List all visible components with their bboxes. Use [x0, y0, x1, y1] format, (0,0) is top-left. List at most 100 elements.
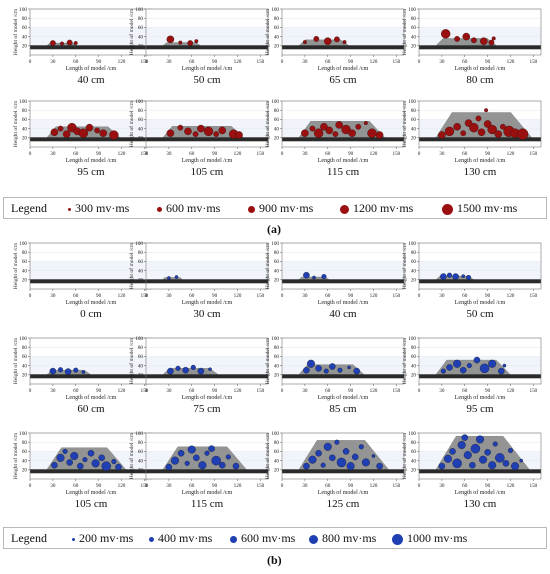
y-tick-label: 60 — [22, 25, 28, 31]
y-tick-label: 80 — [138, 16, 144, 22]
data-point — [49, 367, 57, 375]
y-tick-label: 100 — [135, 431, 143, 437]
data-point — [353, 367, 360, 375]
x-tick-label: 0 — [29, 59, 32, 65]
data-point — [62, 130, 71, 138]
x-tick-label: 120 — [118, 59, 126, 65]
data-point — [457, 440, 466, 449]
y-tick-label: 60 — [138, 117, 144, 123]
data-point — [325, 126, 334, 135]
chart-panel: 20 40 60 80 100 0 30 60 90 120 150 Length of model … — [128, 7, 269, 86]
y-tick-label: 20 — [138, 468, 144, 474]
data-point — [309, 125, 316, 132]
y-axis-label: Height of model /cm — [264, 8, 271, 55]
y-axis-label: Height of model /cm — [401, 8, 408, 55]
y-tick-label: 20 — [274, 278, 280, 284]
y-tick-label: 60 — [274, 117, 280, 123]
coal-seam — [282, 374, 404, 379]
chart-panel: 20 40 60 80 100 0 30 60 90 120 150 Length of model … — [264, 336, 405, 415]
data-point — [320, 122, 328, 131]
data-point — [323, 368, 329, 374]
x-tick-label: 60 — [325, 293, 331, 299]
data-point — [488, 461, 497, 470]
y-tick-label: 100 — [408, 431, 416, 437]
data-point — [462, 32, 471, 41]
y-axis-label: Height of model /cm — [12, 432, 19, 479]
data-point — [204, 450, 210, 456]
legend-item: 200 mv·ms — [72, 531, 133, 547]
data-point — [50, 40, 56, 46]
x-axis-label: Length of model /cm — [182, 157, 233, 164]
y-tick-label: 20 — [22, 278, 28, 284]
data-point — [375, 131, 384, 139]
data-point — [511, 462, 520, 471]
legend-marker — [230, 535, 237, 543]
data-point — [480, 37, 488, 45]
y-tick-label: 80 — [22, 345, 28, 351]
legend-item: 1500 mv·ms — [442, 201, 517, 217]
chart-panel: 20 40 60 80 100 0 30 60 90 120 150 Length of model … — [12, 241, 153, 320]
plot-frame — [281, 432, 405, 480]
x-axis-label: Length of model /cm — [182, 65, 233, 72]
x-tick-label: 30 — [302, 151, 308, 157]
y-tick-label: 20 — [274, 44, 280, 50]
legend-marker — [68, 207, 71, 211]
data-point — [443, 454, 452, 463]
panel-caption: 80 cm — [466, 74, 494, 86]
data-point — [453, 359, 462, 368]
y-tick-label: 100 — [408, 99, 416, 105]
x-tick-label: 0 — [281, 151, 284, 157]
data-point — [342, 40, 347, 45]
x-tick-label: 30 — [50, 59, 56, 65]
y-tick-label: 20 — [411, 44, 417, 50]
chart-panel: 20 40 60 80 100 0 30 60 90 120 150 Length of model … — [12, 431, 153, 510]
data-point — [77, 462, 84, 470]
x-axis-label: Length of model /cm — [455, 489, 506, 496]
data-point — [174, 275, 179, 279]
x-tick-label: 150 — [392, 293, 400, 299]
data-point — [111, 458, 117, 465]
x-tick-label: 120 — [507, 59, 515, 65]
data-point — [66, 459, 73, 466]
data-point — [208, 445, 215, 452]
x-tick-label: 150 — [140, 483, 148, 489]
x-tick-label: 30 — [302, 388, 308, 394]
data-point — [351, 453, 359, 461]
panel-caption: 40 cm — [329, 308, 357, 320]
legend-title: Legend — [11, 201, 47, 215]
x-tick-label: 120 — [370, 59, 378, 65]
y-tick-label: 20 — [138, 136, 144, 142]
plot-frame — [145, 100, 269, 148]
y-tick-label: 60 — [138, 354, 144, 360]
data-point — [85, 123, 94, 132]
chart-panel: 20 40 60 80 100 0 30 60 90 120 150 Length of model … — [12, 336, 153, 415]
panel-caption: 115 cm — [327, 166, 360, 178]
legend-item: 600 mv·ms — [230, 531, 295, 547]
y-axis-label: Height of model /cm — [12, 8, 19, 55]
coal-seam — [30, 279, 152, 284]
x-tick-label: 60 — [73, 59, 79, 65]
data-point — [488, 39, 495, 46]
data-point — [438, 131, 446, 139]
chart-panel: 20 40 60 80 100 0 30 60 90 120 150 Length of model … — [401, 241, 542, 320]
x-axis-label: Length of model /cm — [66, 65, 117, 72]
data-point — [197, 367, 205, 375]
x-tick-label: 30 — [302, 483, 308, 489]
y-tick-label: 100 — [408, 336, 416, 342]
data-point — [165, 463, 173, 471]
x-tick-label: 90 — [485, 59, 491, 65]
x-tick-label: 90 — [485, 151, 491, 157]
y-tick-label: 80 — [411, 345, 417, 351]
chart-panel: 20 40 60 80 100 0 30 60 90 120 150 Length of model … — [264, 241, 405, 320]
data-point — [57, 125, 64, 132]
legend-marker — [157, 206, 162, 212]
coal-seam — [146, 279, 268, 284]
x-tick-label: 0 — [29, 483, 32, 489]
y-tick-label: 80 — [138, 250, 144, 256]
x-tick-label: 30 — [439, 388, 445, 394]
x-tick-label: 120 — [370, 151, 378, 157]
x-tick-label: 60 — [189, 293, 195, 299]
data-point — [184, 127, 192, 136]
coal-seam — [282, 45, 404, 50]
y-tick-label: 80 — [274, 440, 280, 446]
